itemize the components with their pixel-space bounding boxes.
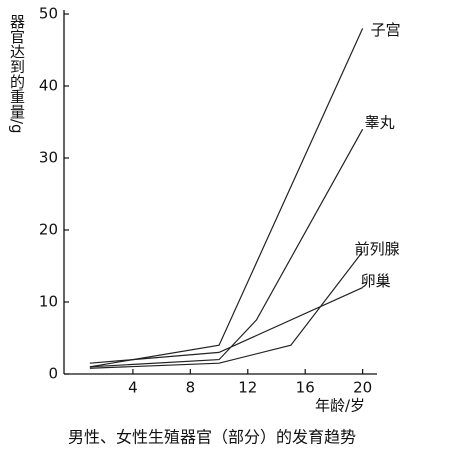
x-tick-label: 4 [128,379,138,397]
x-tick-label: 20 [353,379,372,397]
y-tick-label: 40 [39,77,58,95]
series-line [89,287,363,364]
y-tick-label: 0 [48,365,58,383]
y-tick-label: 10 [39,293,58,311]
series-label: 前列腺 [355,240,400,258]
series-line [89,128,364,368]
y-axis-label: 器官达到的重量/g [8,14,26,134]
series-label: 睾丸 [365,114,395,132]
series-line [89,251,364,369]
chart-title: 男性、女性生殖器官（部分）的发育趋势 [68,428,356,447]
y-tick-label: 30 [39,149,58,167]
x-tick-label: 12 [238,379,257,397]
x-axis-label: 年龄/岁 [315,397,365,415]
y-tick-label: 50 [39,5,58,23]
series-line [89,28,364,368]
y-tick-label: 20 [39,221,58,239]
series-label: 子宫 [371,21,401,39]
series-label: 卵巢 [361,272,391,290]
x-tick-label: 16 [296,379,315,397]
x-tick-label: 8 [186,379,196,397]
